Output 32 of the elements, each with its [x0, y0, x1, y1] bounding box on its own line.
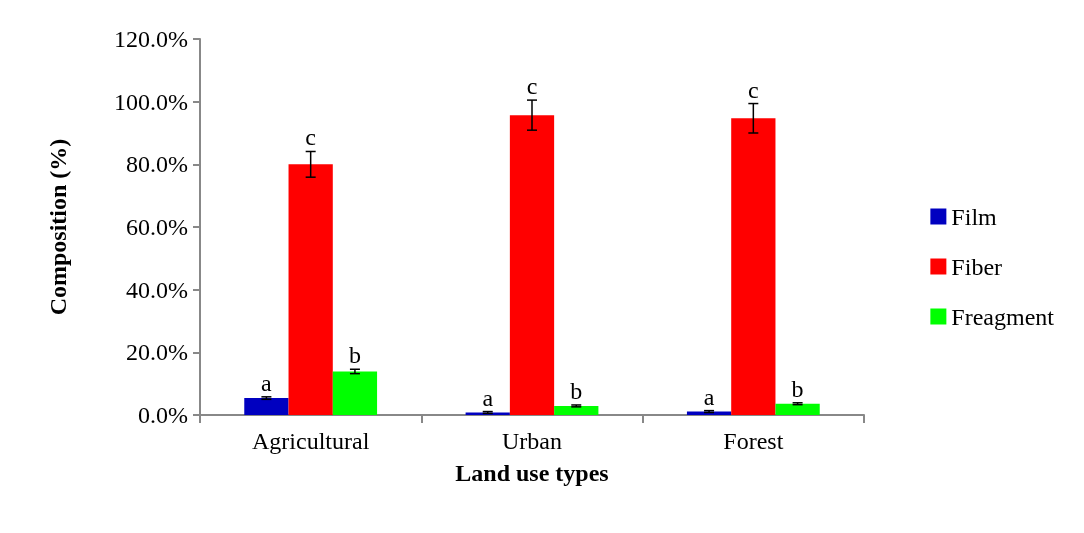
x-tick-label: Urban — [502, 428, 562, 454]
x-tick-label: Forest — [723, 428, 784, 454]
y-tick-label: 40.0% — [126, 276, 188, 303]
bar — [332, 371, 378, 415]
legend-label: Film — [951, 203, 998, 230]
x-tick-label: Agricultural — [252, 428, 370, 454]
legend-label: Freagment — [951, 303, 1055, 330]
y-tick-label: 60.0% — [126, 214, 188, 240]
data-label: c — [305, 124, 316, 151]
bar — [244, 398, 289, 415]
data-label: c — [748, 76, 759, 103]
data-label: a — [261, 369, 273, 396]
bar — [731, 118, 776, 415]
y-tick-label: 100.0% — [114, 88, 188, 115]
x-axis-title: Land use types — [455, 460, 609, 486]
data-label: b — [570, 377, 583, 404]
bar — [465, 412, 510, 415]
bar — [775, 403, 820, 415]
data-label: a — [482, 384, 494, 411]
data-label: c — [526, 73, 538, 100]
y-axis-title: Composition (%) — [45, 138, 71, 316]
bar — [509, 115, 555, 415]
y-tick-label: 0.0% — [138, 402, 188, 428]
y-tick-label: 20.0% — [126, 339, 188, 366]
y-tick-label: 80.0% — [126, 151, 188, 178]
y-tick-label: 120.0% — [114, 26, 188, 52]
bar — [288, 164, 333, 415]
data-label: a — [703, 383, 715, 410]
bar — [554, 405, 599, 415]
legend-label: Fiber — [951, 253, 1003, 280]
data-label: b — [791, 375, 804, 402]
data-label: b — [348, 342, 361, 369]
